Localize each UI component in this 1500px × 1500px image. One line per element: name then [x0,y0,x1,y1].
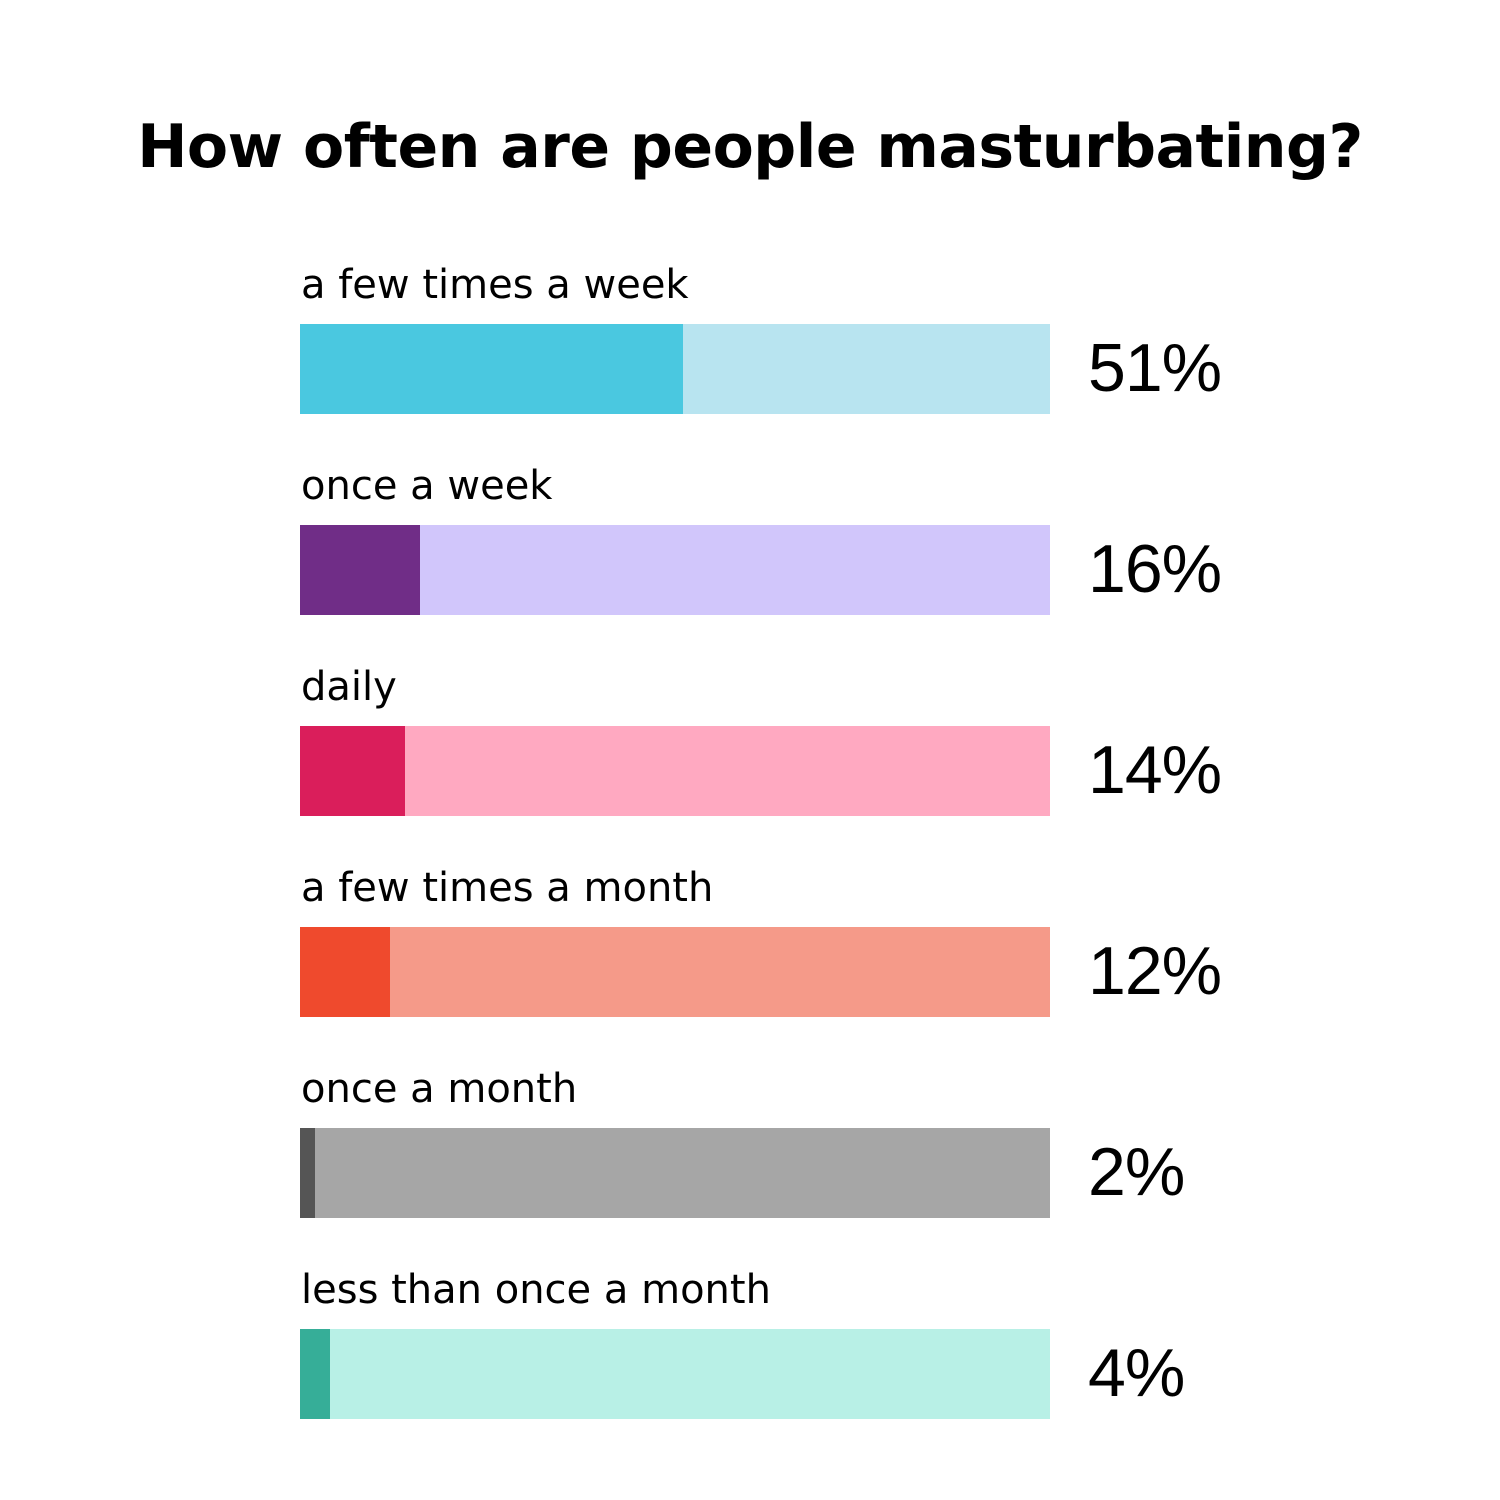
bar-fill [300,1128,315,1218]
bar-value: 4% [1088,1335,1185,1411]
bar-track [300,525,1050,615]
bar-track [300,1128,1050,1218]
bar-value: 2% [1088,1134,1185,1210]
bar-row-less-than-once-month: less than once a month 4% [300,1265,1300,1425]
chart-title: How often are people masturbating? [137,112,1363,182]
bar-track [300,927,1050,1017]
bar-label: a few times a month [301,865,714,911]
bar-fill [300,927,390,1017]
bar-value: 12% [1088,933,1222,1009]
bar-fill [300,1329,330,1419]
bar-label: a few times a week [301,262,689,308]
bar-row-few-times-week: a few times a week 51% [300,260,1300,420]
bar-fill [300,525,420,615]
bar-row-daily: daily 14% [300,662,1300,822]
bar-row-once-month: once a month 2% [300,1064,1300,1224]
bar-track [300,324,1050,414]
bar-value: 51% [1088,330,1222,406]
bar-label: daily [301,664,397,710]
bar-row-few-times-month: a few times a month 12% [300,863,1300,1023]
bar-value: 16% [1088,531,1222,607]
bar-label: less than once a month [301,1267,771,1313]
bar-row-once-week: once a week 16% [300,461,1300,621]
bar-label: once a month [301,1066,578,1112]
bar-track [300,1329,1050,1419]
bar-label: once a week [301,463,553,509]
bar-fill [300,726,405,816]
bar-track [300,726,1050,816]
bar-value: 14% [1088,732,1222,808]
bar-fill [300,324,683,414]
